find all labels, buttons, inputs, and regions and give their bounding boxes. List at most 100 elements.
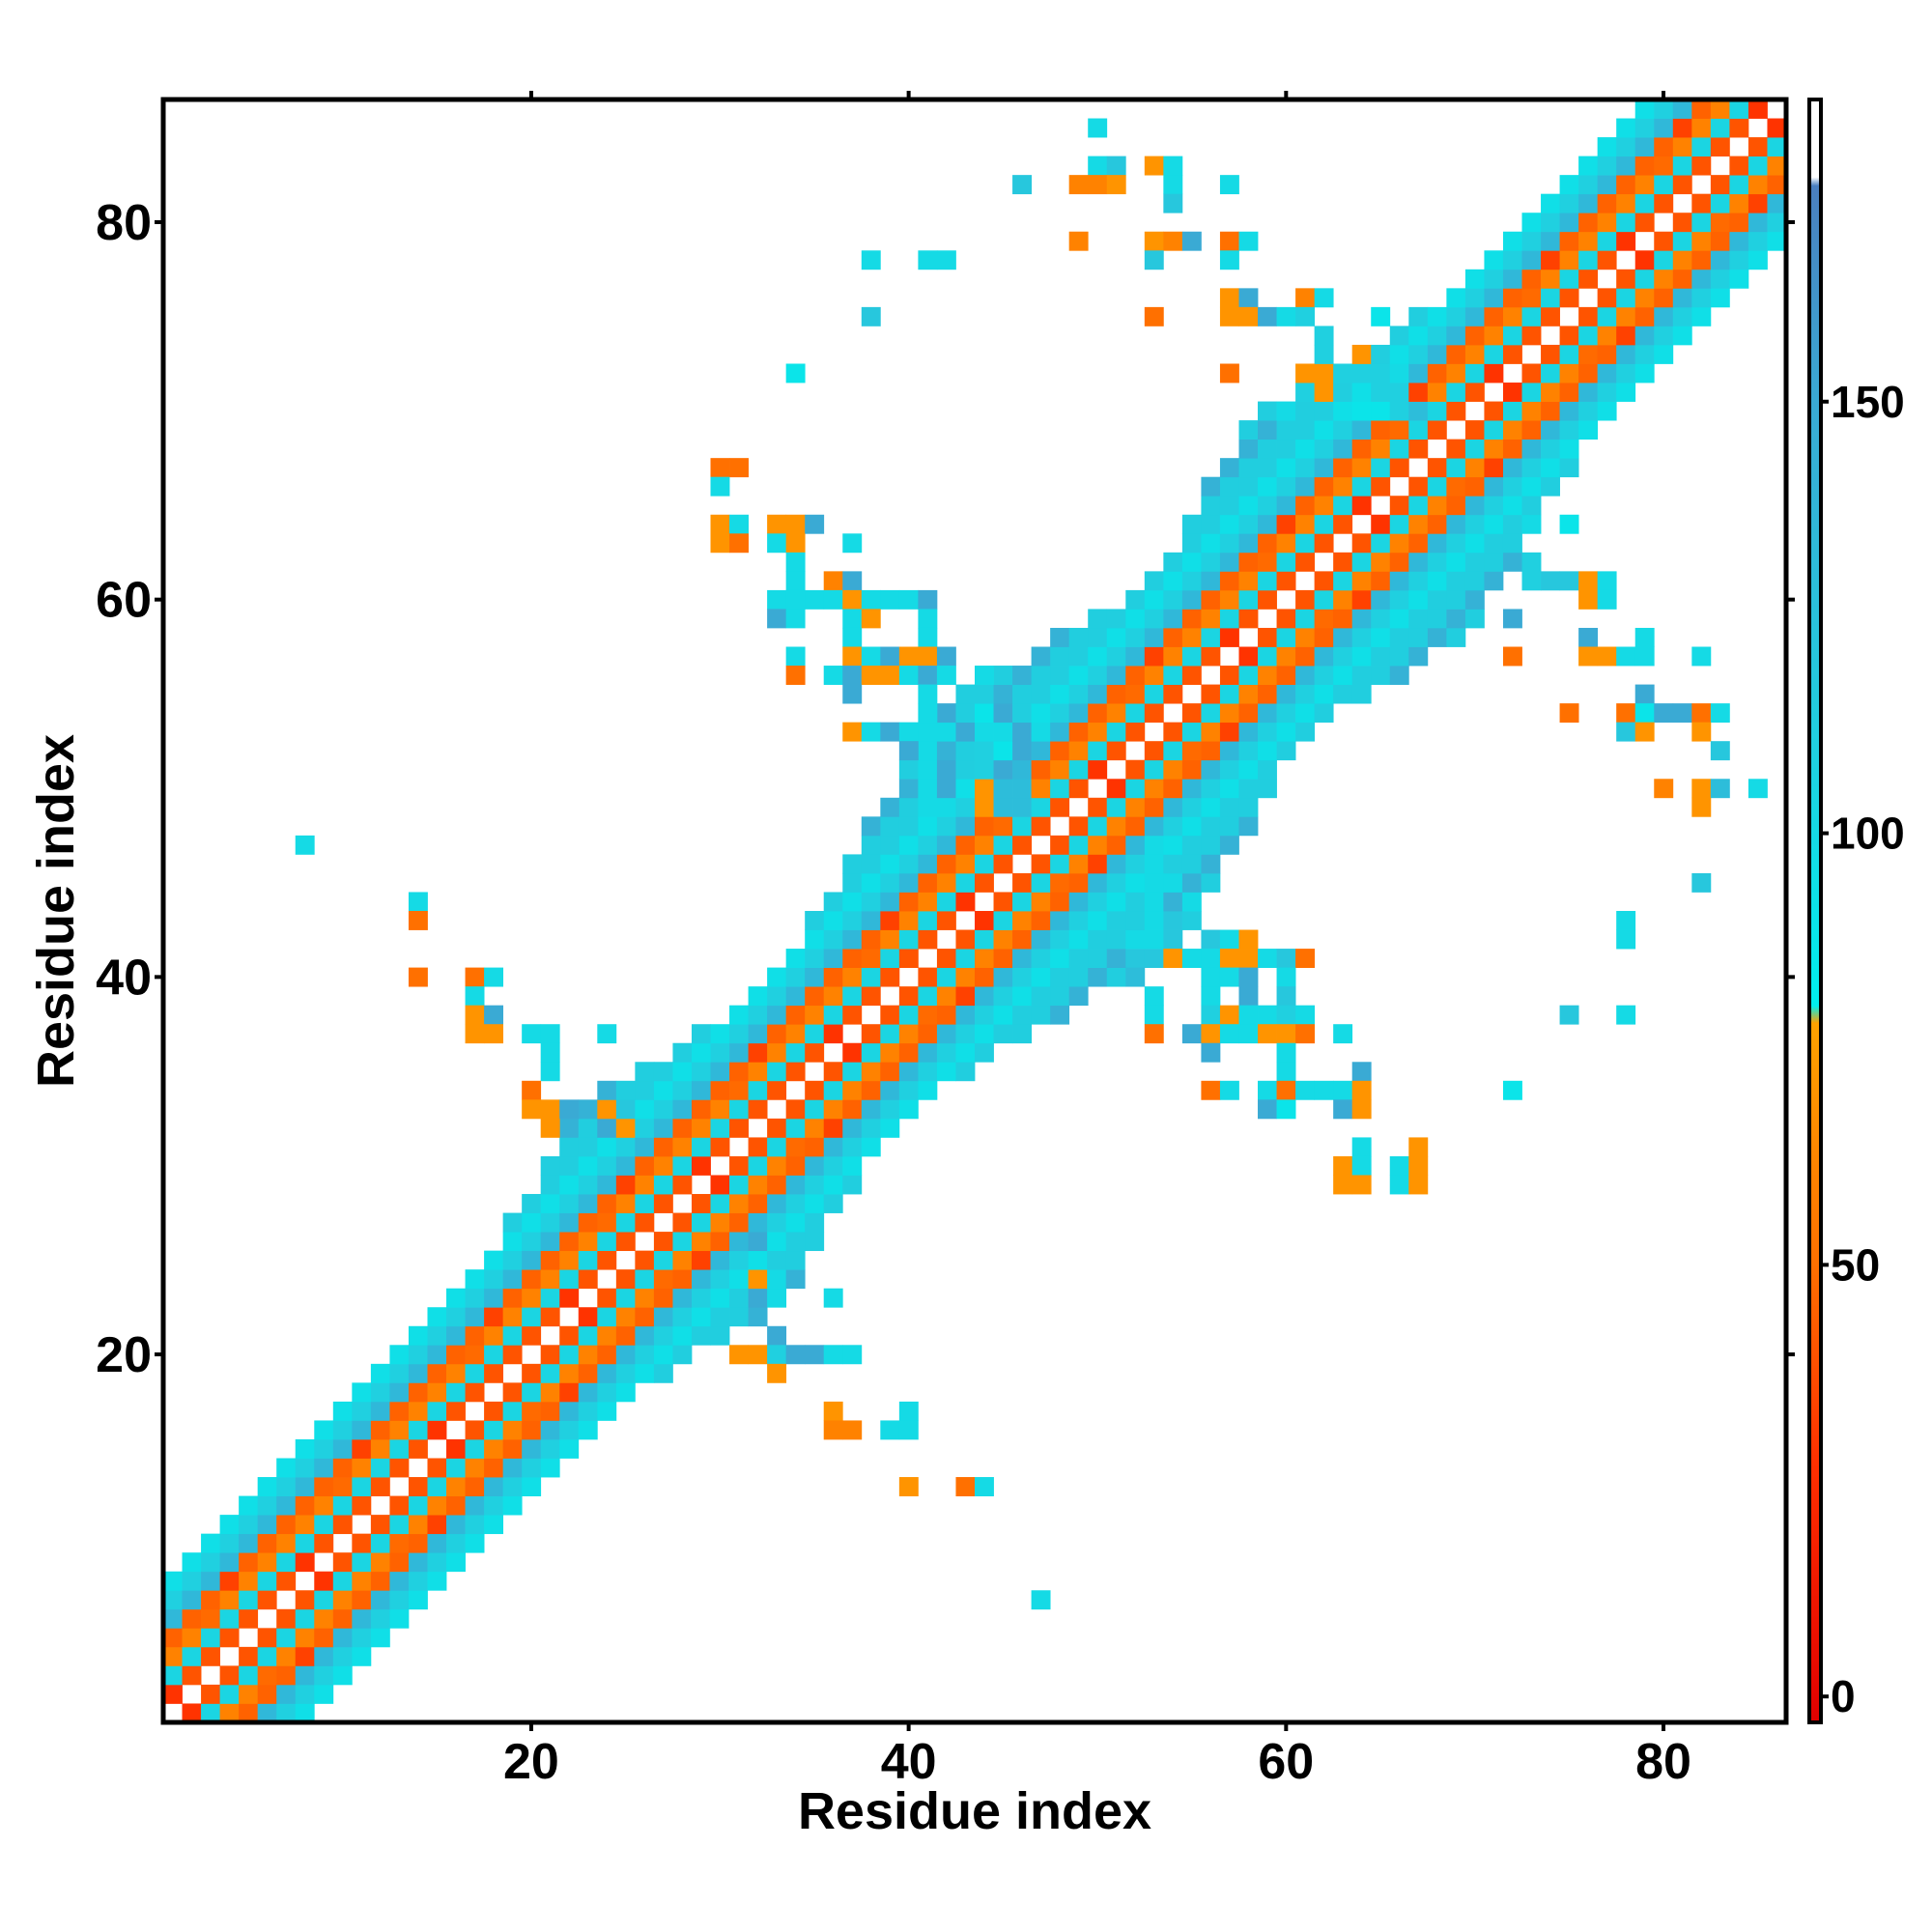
heatmap-cell bbox=[1125, 797, 1146, 817]
heatmap-cell bbox=[522, 1232, 542, 1252]
heatmap-cell bbox=[1559, 571, 1579, 591]
heatmap-cell bbox=[1464, 571, 1485, 591]
heatmap-cell bbox=[691, 1250, 711, 1270]
heatmap-cell bbox=[408, 1345, 428, 1365]
heatmap-cell bbox=[1371, 401, 1391, 421]
heatmap-cell bbox=[729, 1232, 749, 1252]
heatmap-cell bbox=[1031, 949, 1051, 968]
heatmap-cell bbox=[1258, 759, 1277, 780]
heatmap-cell bbox=[1050, 1005, 1070, 1025]
heatmap-cell bbox=[842, 1118, 863, 1138]
heatmap-cell bbox=[672, 1250, 693, 1270]
heatmap-cell bbox=[522, 1212, 542, 1233]
heatmap-cell bbox=[559, 1155, 580, 1176]
heatmap-cell bbox=[805, 1155, 825, 1176]
heatmap-cell bbox=[635, 1175, 655, 1195]
heatmap-cell bbox=[918, 1042, 938, 1063]
heatmap-cell bbox=[408, 967, 428, 987]
heatmap-cell bbox=[936, 892, 956, 912]
heatmap-cell bbox=[1371, 458, 1391, 478]
heatmap-cell bbox=[672, 1062, 693, 1082]
heatmap-cell bbox=[1144, 609, 1164, 629]
heatmap-cell bbox=[1219, 288, 1239, 308]
heatmap-cell bbox=[559, 1212, 580, 1233]
heatmap-cell bbox=[729, 1080, 749, 1100]
heatmap-cell bbox=[1559, 383, 1579, 402]
heatmap-cell bbox=[1276, 552, 1296, 572]
heatmap-cell bbox=[1446, 288, 1466, 308]
heatmap-cell bbox=[1238, 589, 1259, 610]
heatmap-cell bbox=[861, 1024, 881, 1044]
heatmap-cell bbox=[842, 911, 863, 930]
heatmap-cell bbox=[918, 646, 938, 667]
heatmap-cell bbox=[1238, 609, 1259, 629]
heatmap-cell bbox=[635, 1325, 655, 1346]
heatmap-cell bbox=[785, 552, 806, 572]
heatmap-cell bbox=[427, 1458, 447, 1478]
heatmap-cell bbox=[1747, 99, 1768, 119]
heatmap-cell bbox=[1258, 496, 1277, 516]
heatmap-cell bbox=[484, 1269, 504, 1290]
heatmap-cell bbox=[239, 1703, 259, 1723]
heatmap-cell bbox=[842, 1042, 863, 1063]
heatmap-cell bbox=[540, 1155, 560, 1176]
heatmap-cell bbox=[1163, 684, 1183, 704]
heatmap-cell bbox=[785, 589, 806, 610]
heatmap-cell bbox=[1201, 1005, 1221, 1025]
heatmap-cell bbox=[1371, 476, 1391, 497]
heatmap-cell bbox=[1276, 458, 1296, 478]
heatmap-cell bbox=[785, 949, 806, 968]
heatmap-cell bbox=[1088, 722, 1108, 742]
heatmap-cell bbox=[918, 835, 938, 855]
heatmap-cell bbox=[767, 1194, 787, 1213]
heatmap-cell bbox=[1106, 967, 1126, 987]
heatmap-cell bbox=[1654, 118, 1674, 138]
heatmap-cell bbox=[805, 1099, 825, 1120]
heatmap-cell bbox=[1050, 949, 1070, 968]
heatmap-cell bbox=[823, 986, 843, 1007]
heatmap-cell bbox=[1747, 175, 1768, 195]
heatmap-cell bbox=[615, 1382, 636, 1403]
heatmap-cell bbox=[1031, 666, 1051, 685]
heatmap-cell bbox=[1351, 496, 1372, 516]
heatmap-cell bbox=[1295, 666, 1316, 685]
heatmap-cell bbox=[1389, 363, 1409, 384]
heatmap-cell bbox=[1050, 722, 1070, 742]
heatmap-cell bbox=[1408, 306, 1429, 327]
heatmap-cell bbox=[427, 1571, 447, 1591]
heatmap-cell bbox=[408, 1515, 428, 1535]
heatmap-cell bbox=[767, 1175, 787, 1195]
heatmap-cell bbox=[408, 1495, 428, 1516]
heatmap-cell bbox=[1541, 193, 1560, 213]
heatmap-cell bbox=[1201, 779, 1221, 799]
heatmap-cell bbox=[1541, 306, 1560, 327]
heatmap-cell bbox=[785, 646, 806, 667]
heatmap-cell bbox=[898, 779, 919, 799]
heatmap-cell bbox=[635, 1250, 655, 1270]
heatmap-cell bbox=[672, 1269, 693, 1290]
heatmap-cell bbox=[1691, 156, 1712, 176]
heatmap-cell bbox=[597, 1288, 617, 1308]
heatmap-cell bbox=[880, 949, 900, 968]
heatmap-cell bbox=[1351, 571, 1372, 591]
heatmap-cell bbox=[823, 1401, 843, 1421]
heatmap-cell bbox=[1427, 326, 1447, 346]
heatmap-cell bbox=[1371, 533, 1391, 554]
heatmap-cell bbox=[767, 1024, 787, 1044]
heatmap-cell bbox=[1163, 627, 1183, 647]
heatmap-cell bbox=[1238, 986, 1259, 1007]
heatmap-cell bbox=[615, 1175, 636, 1195]
heatmap-cell bbox=[615, 1363, 636, 1383]
heatmap-cell bbox=[1559, 175, 1579, 195]
heatmap-cell bbox=[578, 1194, 598, 1213]
heatmap-cell bbox=[182, 1571, 202, 1591]
heatmap-cell bbox=[993, 741, 1013, 761]
heatmap-cell bbox=[314, 1533, 334, 1553]
heatmap-cell bbox=[1634, 213, 1655, 233]
heatmap-cell bbox=[1634, 288, 1655, 308]
heatmap-cell bbox=[823, 929, 843, 950]
heatmap-cell bbox=[1351, 1080, 1372, 1100]
heatmap-cell bbox=[1144, 156, 1164, 176]
heatmap-cell bbox=[1333, 552, 1353, 572]
heatmap-cell bbox=[767, 967, 787, 987]
